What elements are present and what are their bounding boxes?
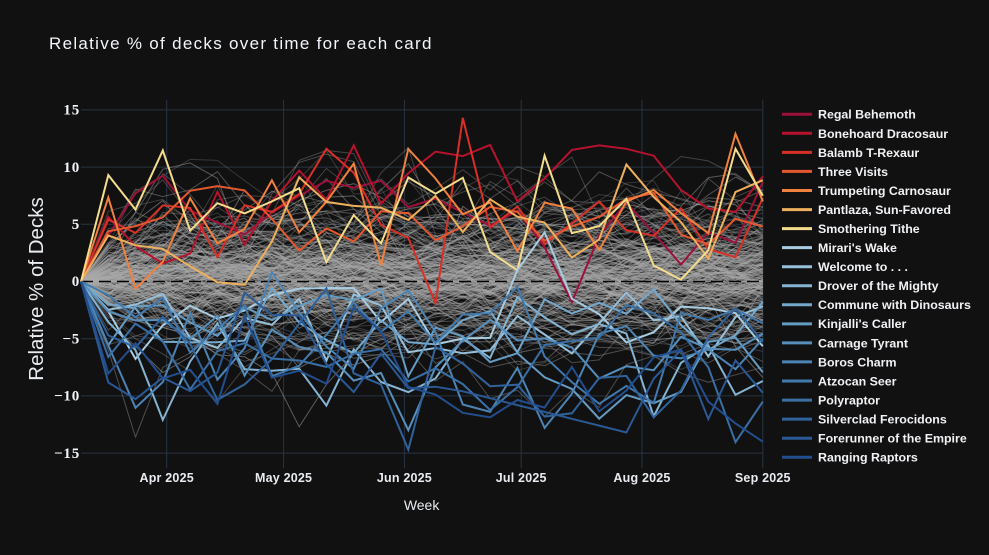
svg-text:Mirari's Wake: Mirari's Wake bbox=[818, 241, 897, 255]
svg-text:−5: −5 bbox=[62, 331, 80, 347]
svg-text:0: 0 bbox=[72, 274, 80, 290]
svg-text:Drover of the Mighty: Drover of the Mighty bbox=[818, 279, 939, 293]
svg-text:Week: Week bbox=[404, 497, 441, 513]
svg-text:−10: −10 bbox=[54, 389, 80, 405]
svg-text:Forerunner of the Empire: Forerunner of the Empire bbox=[818, 432, 967, 446]
svg-text:Regal Behemoth: Regal Behemoth bbox=[818, 108, 916, 122]
svg-text:Polyraptor: Polyraptor bbox=[818, 393, 880, 407]
svg-text:Ranging Raptors: Ranging Raptors bbox=[818, 451, 918, 465]
svg-text:Balamb T-Rexaur: Balamb T-Rexaur bbox=[818, 146, 919, 160]
svg-text:Aug 2025: Aug 2025 bbox=[613, 471, 670, 485]
svg-text:Apr 2025: Apr 2025 bbox=[139, 471, 193, 485]
svg-text:15: 15 bbox=[63, 103, 80, 119]
svg-text:Relative % of Decks: Relative % of Decks bbox=[25, 197, 48, 380]
svg-text:Atzocan Seer: Atzocan Seer bbox=[818, 374, 897, 388]
svg-text:Sep 2025: Sep 2025 bbox=[735, 471, 791, 485]
svg-text:Trumpeting Carnosaur: Trumpeting Carnosaur bbox=[818, 184, 951, 198]
svg-text:Silverclad Ferocidons: Silverclad Ferocidons bbox=[818, 413, 947, 427]
svg-text:Pantlaza, Sun-Favored: Pantlaza, Sun-Favored bbox=[818, 203, 951, 217]
svg-text:Jun 2025: Jun 2025 bbox=[377, 471, 432, 485]
svg-text:Three Visits: Three Visits bbox=[818, 165, 888, 179]
svg-text:Jul 2025: Jul 2025 bbox=[496, 471, 547, 485]
svg-text:May 2025: May 2025 bbox=[255, 471, 312, 485]
svg-text:Smothering Tithe: Smothering Tithe bbox=[818, 222, 920, 236]
svg-text:10: 10 bbox=[63, 160, 80, 176]
svg-text:Welcome to . . .: Welcome to . . . bbox=[818, 260, 908, 274]
svg-text:Bonehoard Dracosaur: Bonehoard Dracosaur bbox=[818, 127, 948, 141]
svg-text:5: 5 bbox=[72, 217, 80, 233]
svg-text:Carnage Tyrant: Carnage Tyrant bbox=[818, 336, 908, 350]
svg-text:Kinjalli's Caller: Kinjalli's Caller bbox=[818, 317, 907, 331]
svg-text:Relative % of decks over time: Relative % of decks over time for each c… bbox=[49, 34, 433, 53]
svg-text:−15: −15 bbox=[54, 446, 80, 462]
svg-text:Commune with Dinosaurs: Commune with Dinosaurs bbox=[818, 298, 971, 312]
svg-text:Boros Charm: Boros Charm bbox=[818, 355, 897, 369]
